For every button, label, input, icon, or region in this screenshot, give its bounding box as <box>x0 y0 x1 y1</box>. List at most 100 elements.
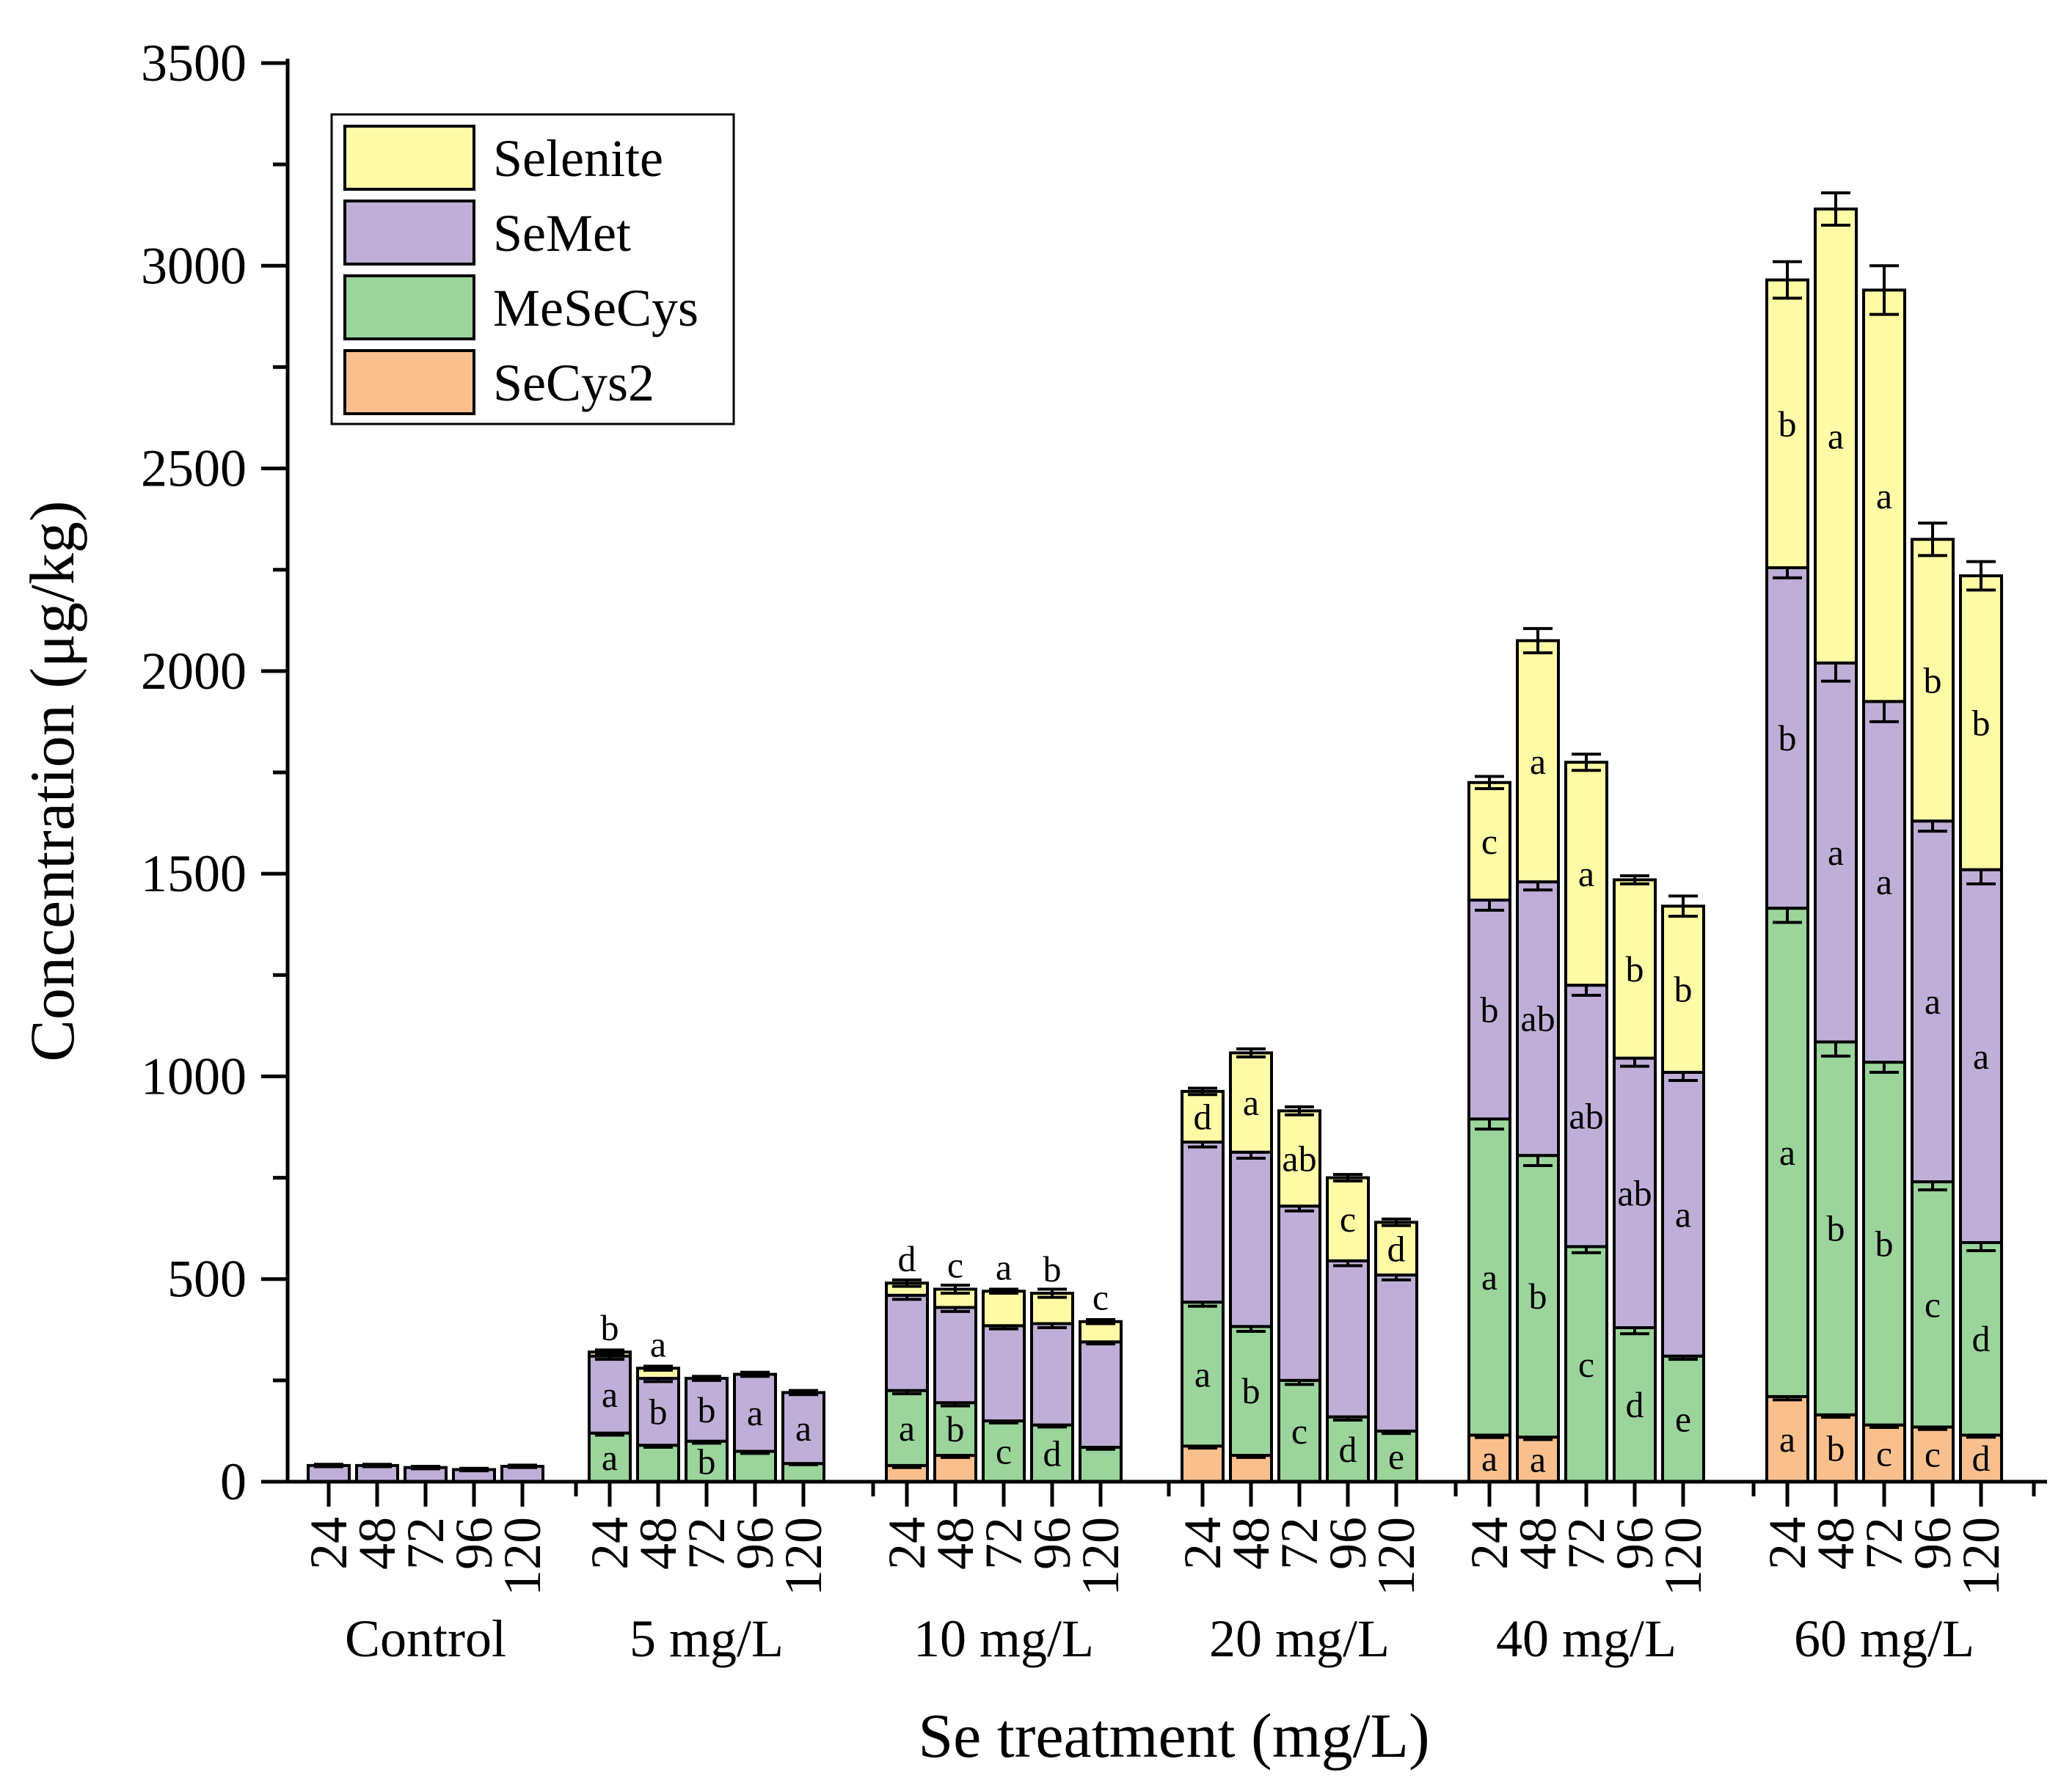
significance-letter: b <box>1626 948 1644 990</box>
bar-segment <box>1911 538 1955 823</box>
significance-letter: b <box>601 1307 619 1348</box>
significance-letter: b <box>1779 403 1797 445</box>
bar-segment <box>1374 1221 1418 1277</box>
legend-swatch <box>343 125 475 191</box>
significance-letter: b <box>649 1391 668 1433</box>
significance-letter: a <box>1194 1353 1211 1394</box>
significance-letter: d <box>1043 1433 1062 1474</box>
significance-letter: c <box>1092 1277 1109 1318</box>
y-tick-label: 0 <box>220 1452 247 1511</box>
y-tick-label: 2500 <box>141 439 247 498</box>
x-tick-label: 24 <box>1173 1517 1232 1570</box>
bar-segment <box>588 1431 632 1483</box>
significance-letter: c <box>1578 1344 1594 1385</box>
bar-segment <box>1467 780 1511 902</box>
bar-segment <box>1181 1444 1225 1483</box>
significance-letter: c <box>996 1431 1012 1472</box>
x-tick-label: 96 <box>1605 1517 1664 1570</box>
bar-segment <box>1079 1446 1123 1483</box>
bar-segment <box>1467 1117 1511 1437</box>
significance-letter: a <box>1876 861 1892 902</box>
significance-letter: a <box>996 1246 1012 1287</box>
significance-letter: a <box>1530 1439 1546 1480</box>
bar-segment <box>1862 1061 1906 1427</box>
y-axis-title: Concentration (μg/kg) <box>17 501 87 1062</box>
legend-swatch <box>343 274 475 340</box>
significance-letter: d <box>1972 1438 1991 1479</box>
bar-segment <box>1181 1140 1225 1304</box>
significance-letter: ab <box>1282 1138 1316 1179</box>
x-tick-label: 48 <box>1222 1517 1280 1570</box>
x-tick-label: 96 <box>1318 1517 1377 1570</box>
significance-letter: c <box>1925 1434 1941 1475</box>
significance-letter: c <box>1340 1199 1356 1240</box>
x-tick-label: 96 <box>445 1517 503 1570</box>
group-label: 10 mg/L <box>913 1609 1094 1668</box>
x-tick-label: 96 <box>1903 1517 1962 1570</box>
significance-letter: a <box>602 1437 618 1478</box>
bar-segment <box>1911 1425 1955 1483</box>
x-tick-label: 72 <box>1855 1517 1914 1570</box>
bar-segment <box>1181 1301 1225 1448</box>
bar-segment <box>1516 1436 1560 1484</box>
significance-letter: a <box>899 1408 915 1449</box>
bar-segment <box>1564 761 1608 987</box>
bar-segment <box>781 1391 825 1466</box>
significance-letter: b <box>1827 1427 1845 1469</box>
x-tick-label: 24 <box>299 1517 358 1570</box>
significance-letter: b <box>698 1441 716 1482</box>
x-tick-label: 72 <box>396 1517 455 1570</box>
x-tick-label: 120 <box>1367 1517 1426 1596</box>
significance-letter: a <box>1828 832 1844 873</box>
legend-label: SeCys2 <box>493 354 654 412</box>
x-tick-label: 72 <box>677 1517 736 1570</box>
y-tick-label: 3500 <box>141 34 247 92</box>
significance-letter: ab <box>1520 998 1555 1039</box>
bar-segment <box>1911 819 1955 1184</box>
significance-letter: b <box>1529 1276 1547 1317</box>
significance-letter: c <box>1291 1411 1307 1452</box>
bar-segment <box>1911 1180 1955 1429</box>
significance-letter: a <box>1481 1257 1498 1298</box>
significance-letter: d <box>1972 1318 1991 1359</box>
bar-segment <box>1862 700 1906 1064</box>
y-axis-ticks: 0 500 1000 1500 2000 2500 3000 3500 <box>141 34 288 1511</box>
bar-segment <box>1030 1423 1074 1484</box>
bar-segment <box>1374 1273 1418 1433</box>
x-tick-label: 24 <box>1460 1517 1519 1570</box>
significance-letter: a <box>650 1323 666 1364</box>
significance-letter: c <box>947 1245 963 1286</box>
legend-label: SeMet <box>493 204 631 263</box>
significance-letter: a <box>1779 1419 1795 1460</box>
x-tick-label: 48 <box>1509 1517 1567 1570</box>
significance-letter: a <box>1925 981 1941 1022</box>
group-label: 5 mg/L <box>630 1609 784 1668</box>
bar-segment <box>1229 1454 1273 1484</box>
bar-segment <box>1277 1109 1321 1208</box>
bars: aabbcbabbdaeaaadabccadbecaadbbacabdcedaa… <box>307 191 2003 1484</box>
y-tick-label: 1500 <box>141 844 247 903</box>
bar-segment <box>1862 288 1906 703</box>
bar-segment <box>1661 904 1705 1074</box>
bar-segment <box>1765 566 1809 910</box>
significance-letter: a <box>1243 1082 1259 1123</box>
x-axis-title: Se treatment (mg/L) <box>918 1700 1429 1771</box>
significance-letter: d <box>1339 1429 1357 1470</box>
bar-segment <box>982 1290 1026 1328</box>
bar-segment <box>781 1462 825 1483</box>
x-tick-label: 48 <box>1806 1517 1865 1570</box>
bar-segment <box>636 1444 680 1483</box>
bar-segment <box>1079 1340 1123 1449</box>
bar-segment <box>1959 868 2003 1244</box>
significance-letter: a <box>1876 475 1892 516</box>
bar-segment <box>733 1449 777 1483</box>
significance-letter: b <box>1924 659 1942 701</box>
bar-segment <box>1564 984 1608 1248</box>
x-tick-label: 120 <box>1071 1517 1130 1596</box>
bar-segment <box>1765 907 1809 1398</box>
y-tick-label: 500 <box>167 1250 247 1309</box>
bar-segment <box>1661 1070 1705 1358</box>
bar-segment <box>1516 639 1560 884</box>
